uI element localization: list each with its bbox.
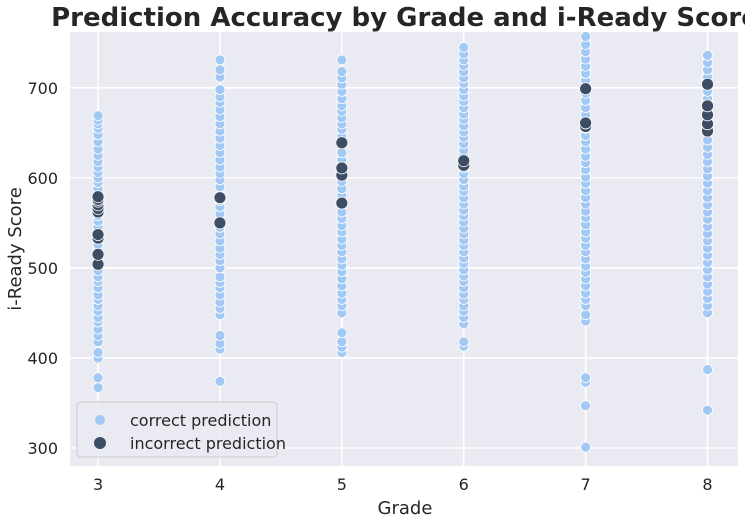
- data-point-correct: [458, 336, 470, 348]
- y-tick-label: 400: [27, 349, 58, 368]
- data-point-correct: [92, 382, 104, 394]
- legend-box: [76, 401, 278, 458]
- data-point-incorrect: [91, 190, 105, 204]
- data-point-incorrect: [335, 161, 349, 175]
- plot-area: [70, 32, 738, 466]
- legend-marker-correct: [95, 415, 105, 425]
- data-point-incorrect: [701, 77, 714, 91]
- data-point-correct: [336, 327, 348, 339]
- x-tick-label: 3: [93, 475, 103, 494]
- legend: correct prediction incorrect prediction: [76, 401, 286, 458]
- data-point-correct: [458, 41, 470, 53]
- y-tick-label: 500: [27, 259, 58, 278]
- data-point-correct: [214, 64, 226, 76]
- data-point-correct: [214, 375, 226, 387]
- series-correct-prediction: [92, 31, 713, 453]
- data-point-correct: [702, 50, 713, 61]
- data-point-correct: [702, 404, 713, 416]
- y-tick-label: 600: [27, 169, 58, 188]
- legend-label-incorrect: incorrect prediction: [130, 434, 286, 453]
- x-tick-label: 8: [702, 475, 712, 494]
- data-point-incorrect: [701, 99, 714, 113]
- data-point-correct: [580, 31, 592, 42]
- chart-title: Prediction Accuracy by Grade and i-Ready…: [51, 3, 745, 33]
- x-axis-label: Grade: [378, 498, 433, 519]
- data-point-correct: [336, 336, 348, 348]
- data-point-correct: [214, 271, 226, 283]
- series-incorrect-prediction: [91, 77, 714, 271]
- data-point-correct: [92, 347, 104, 358]
- data-point-correct: [336, 54, 348, 66]
- data-point-correct: [702, 364, 713, 376]
- y-tick-label: 700: [27, 79, 58, 98]
- y-axis-label: i-Ready Score: [5, 187, 26, 311]
- data-point-correct: [580, 441, 592, 453]
- x-axis-ticks: 3 4 5 6 7 8: [93, 475, 713, 494]
- data-point-correct: [214, 84, 226, 96]
- data-point-incorrect: [579, 116, 593, 130]
- data-point-incorrect: [213, 191, 227, 205]
- y-tick-label: 300: [27, 439, 58, 458]
- data-point-correct: [336, 147, 348, 159]
- data-point-correct: [92, 372, 104, 384]
- data-point-incorrect: [213, 216, 227, 230]
- legend-label-correct: correct prediction: [130, 411, 271, 430]
- data-point-correct: [214, 330, 226, 341]
- data-point-correct: [214, 54, 226, 66]
- y-axis-ticks: 300 400 500 600 700: [27, 79, 58, 458]
- x-tick-label: 5: [337, 475, 347, 494]
- data-point-incorrect: [579, 82, 593, 96]
- data-points: [91, 31, 714, 453]
- data-point-correct: [580, 309, 592, 321]
- data-point-correct: [580, 372, 592, 384]
- legend-marker-incorrect: [94, 437, 106, 449]
- data-point-correct: [336, 66, 348, 78]
- x-tick-label: 6: [459, 475, 469, 494]
- x-tick-label: 7: [581, 475, 591, 494]
- data-point-incorrect: [91, 248, 105, 261]
- data-point-incorrect: [335, 196, 349, 210]
- data-point-correct: [580, 400, 592, 412]
- data-point-incorrect: [91, 228, 105, 241]
- x-tick-label: 4: [215, 475, 225, 494]
- data-point-correct: [92, 110, 104, 122]
- data-point-incorrect: [335, 136, 349, 150]
- data-point-incorrect: [457, 154, 471, 168]
